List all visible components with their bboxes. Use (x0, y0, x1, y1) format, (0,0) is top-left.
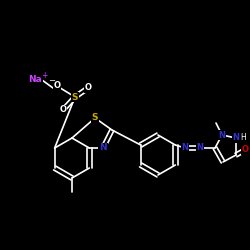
Text: +: + (41, 72, 47, 80)
Text: N: N (182, 144, 188, 152)
Text: −: − (48, 76, 56, 86)
Text: N: N (99, 144, 107, 152)
Text: Na: Na (28, 76, 42, 84)
Text: H: H (240, 132, 246, 141)
Text: O: O (84, 84, 91, 92)
Text: O: O (242, 146, 248, 154)
Text: N: N (218, 130, 226, 140)
Text: S: S (92, 114, 98, 122)
Text: O: O (60, 106, 66, 114)
Text: N: N (232, 134, 239, 142)
Text: S: S (72, 92, 78, 102)
Text: N: N (196, 144, 203, 152)
Text: O: O (54, 82, 60, 90)
